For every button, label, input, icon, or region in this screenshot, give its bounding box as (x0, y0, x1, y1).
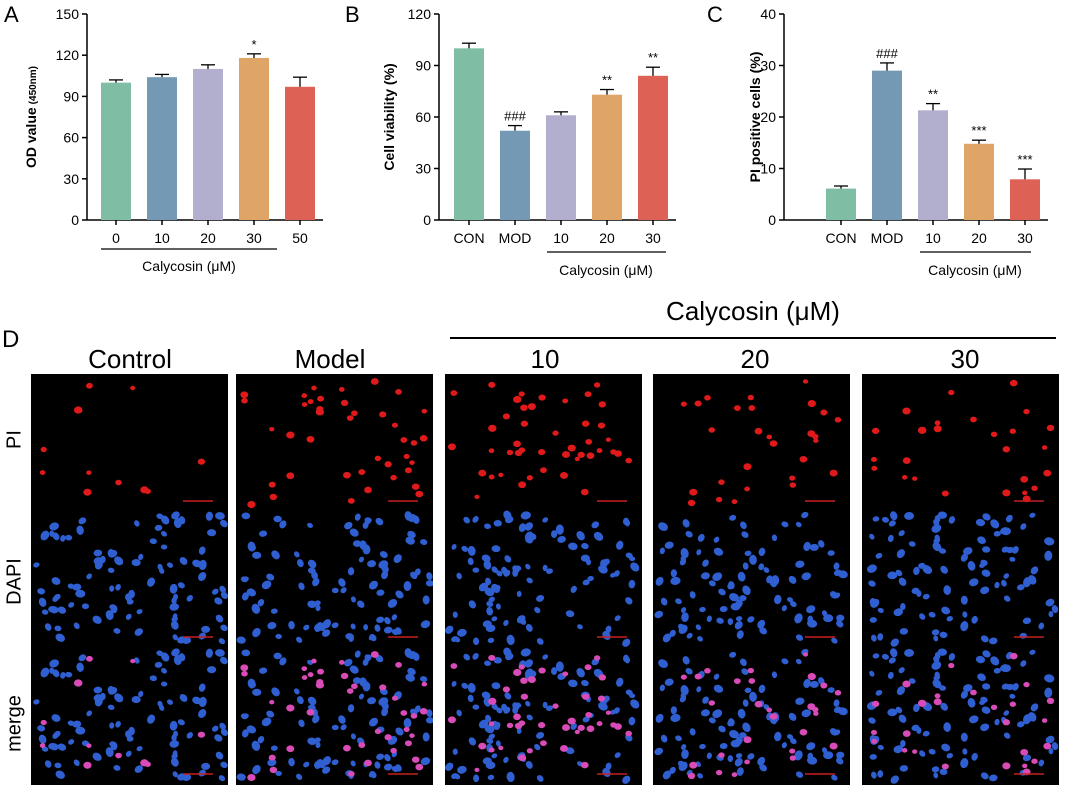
significance-label: ### (876, 46, 898, 61)
bar (285, 86, 315, 220)
group-label: Calycosin (μM) (142, 258, 236, 274)
bar (638, 75, 668, 220)
y-tick-label: 40 (760, 6, 776, 22)
y-tick-label: 30 (760, 58, 776, 74)
micrograph-merge-0 (31, 647, 228, 785)
y-tick-label: 60 (63, 130, 79, 146)
group-label: Calycosin (μM) (928, 262, 1022, 278)
panel-letter-c: C (707, 2, 723, 27)
significance-label: ** (602, 73, 612, 88)
x-tick-label: CON (453, 230, 484, 246)
column-title-model: Model (294, 344, 366, 374)
y-tick-label: 0 (423, 212, 431, 228)
significance-label: *** (971, 123, 986, 138)
y-tick-label: 150 (56, 6, 80, 22)
bar-charts: A 0 30 60 90 120 150 OD value(450nm) 0 10 20 30 * 50 C… (4, 2, 1048, 278)
x-tick-label: 0 (112, 230, 120, 246)
y-tick-label: 90 (63, 88, 79, 104)
column-title-control: Control (88, 344, 172, 374)
bar (546, 115, 576, 220)
bar (239, 57, 269, 220)
x-tick-label: MOD (499, 230, 532, 246)
micrograph-dapi-1 (236, 510, 433, 648)
y-tick-label: 30 (63, 171, 79, 187)
x-tick-label: 20 (599, 230, 615, 246)
bar (101, 82, 131, 221)
y-axis-label: Cell viability (%) (381, 63, 397, 170)
y-tick-label: 90 (415, 58, 431, 74)
x-tick-label: 10 (925, 230, 941, 246)
bar (193, 68, 223, 220)
y-tick-label: 120 (56, 47, 80, 63)
y-tick-label: 120 (408, 6, 432, 22)
significance-label: *** (1017, 152, 1032, 167)
micrograph-pi-0 (31, 374, 228, 512)
micrograph-pi-3 (653, 374, 850, 512)
y-tick-label: 0 (768, 212, 776, 228)
x-tick-label: 50 (292, 230, 308, 246)
chart-c: C 0 10 20 30 40 PI positive cells (%) CON MOD ###… (707, 2, 1048, 278)
bar (500, 130, 530, 220)
micrograph-merge-4 (862, 647, 1059, 785)
y-axis-label: PI positive cells (%) (747, 52, 763, 183)
micrograph-dapi-4 (862, 510, 1059, 648)
significance-label: ** (928, 87, 938, 102)
micrograph-dapi-3 (653, 510, 850, 648)
bar (918, 110, 948, 220)
y-tick-label: 30 (415, 161, 431, 177)
x-tick-label: 30 (1017, 230, 1033, 246)
bar (454, 48, 484, 221)
panel-letter-d: D (2, 326, 20, 353)
bar (964, 143, 994, 220)
x-tick-label: 10 (553, 230, 569, 246)
bar (826, 188, 856, 220)
y-tick-label: 10 (760, 161, 776, 177)
micrograph-merge-3 (653, 647, 850, 785)
y-tick-label: 0 (71, 212, 79, 228)
row-title-merge: merge (3, 695, 26, 752)
x-tick-label: 30 (645, 230, 661, 246)
bar (592, 94, 622, 220)
significance-label: * (251, 37, 256, 52)
y-tick-label: 60 (415, 109, 431, 125)
micrograph-merge-1 (236, 647, 433, 785)
column-title-10: 10 (530, 344, 560, 374)
panel-letter-b: B (345, 2, 360, 27)
imaging-panel: D Calycosin (μM) Control Model 10 20 30 … (0, 296, 1065, 791)
row-title-dapi: DAPI (3, 558, 26, 605)
column-title-30: 30 (950, 344, 980, 374)
bar (872, 70, 902, 221)
micrograph-merge-2 (445, 647, 642, 785)
column-title-20: 20 (740, 344, 770, 374)
micrograph-pi-2 (445, 374, 642, 512)
micrograph-pi-1 (236, 374, 433, 512)
x-tick-label: 10 (154, 230, 170, 246)
imaging-group-title: Calycosin (μM) (666, 296, 840, 326)
x-tick-label: MOD (871, 230, 904, 246)
micrograph-dapi-2 (445, 510, 642, 648)
y-tick-label: 20 (760, 109, 776, 125)
x-tick-label: 20 (200, 230, 216, 246)
chart-b: B 0 30 60 90 120 Cell viability (%) CON MOD ### 10… (345, 2, 676, 278)
x-tick-label: 30 (246, 230, 262, 246)
bar (147, 77, 177, 220)
micrograph-dapi-0 (31, 510, 228, 648)
x-tick-label: 20 (971, 230, 987, 246)
significance-label: ### (504, 109, 526, 124)
panel-letter-a: A (4, 2, 19, 27)
x-tick-label: CON (825, 230, 856, 246)
group-label: Calycosin (μM) (559, 262, 653, 278)
chart-a: A 0 30 60 90 120 150 OD value(450nm) 0 10 20 30 * 50 C… (4, 2, 323, 274)
y-axis-label: OD value(450nm) (23, 66, 39, 168)
y-axis-label-sub: (450nm) (28, 66, 39, 104)
row-title-pi: PI (3, 430, 26, 449)
bar (1010, 179, 1040, 220)
significance-label: ** (648, 50, 658, 65)
micrograph-pi-4 (862, 374, 1059, 512)
imaging-group-line (450, 337, 1056, 339)
